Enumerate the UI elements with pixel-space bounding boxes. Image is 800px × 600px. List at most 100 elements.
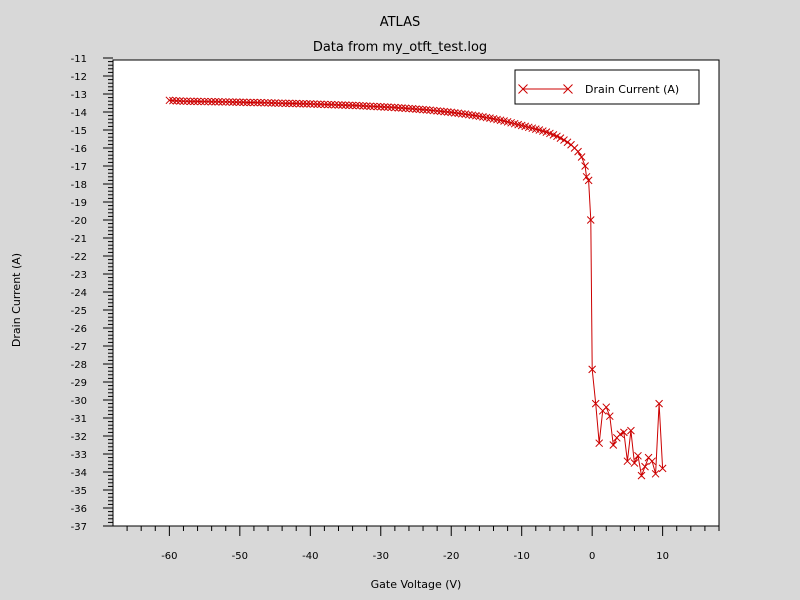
y-tick-label: -35 <box>71 486 87 497</box>
data-point <box>271 99 279 107</box>
data-point <box>292 99 301 108</box>
legend-marker <box>563 84 573 94</box>
data-point <box>274 99 283 108</box>
data-point <box>250 98 258 107</box>
data-point <box>369 102 378 111</box>
data-point <box>352 101 360 110</box>
data-point <box>331 100 339 109</box>
data-point <box>623 457 632 466</box>
data-point <box>450 109 459 117</box>
data-point <box>630 459 639 467</box>
legend-markers <box>518 84 573 94</box>
data-point <box>186 97 195 106</box>
y-tick-label: -23 <box>71 270 87 281</box>
data-point <box>391 103 399 112</box>
data-point <box>345 101 353 110</box>
y-tick-label: -15 <box>71 126 87 137</box>
data-point <box>204 97 212 106</box>
data-point <box>281 99 290 108</box>
data-point <box>426 106 434 115</box>
data-point <box>584 176 593 185</box>
y-tick-label: -14 <box>71 108 87 119</box>
y-tick-label: -34 <box>71 468 87 479</box>
y-tick-label: -22 <box>71 252 87 263</box>
data-point <box>228 98 237 106</box>
data-point <box>648 457 656 466</box>
legend-marker <box>518 84 528 94</box>
data-point <box>214 97 223 106</box>
y-tick-label: -17 <box>71 162 87 173</box>
data-point <box>225 98 234 106</box>
data-point <box>415 105 424 114</box>
x-axis-label: Gate Voltage (V) <box>371 578 462 591</box>
data-point <box>306 100 315 108</box>
y-tick-label: -12 <box>71 72 87 83</box>
data-point <box>609 441 618 449</box>
y-tick-label: -18 <box>71 180 87 191</box>
data-point <box>288 99 297 108</box>
data-point <box>176 97 184 105</box>
data-point <box>641 462 649 471</box>
y-tick-label: -33 <box>71 450 87 461</box>
data-point <box>398 104 406 112</box>
legend: Drain Current (A) <box>514 69 700 105</box>
data-point <box>243 98 251 107</box>
y-tick-label: -24 <box>71 288 87 299</box>
data-point <box>433 107 441 115</box>
data-point <box>359 102 368 110</box>
data-point <box>324 100 332 109</box>
legend-box <box>514 69 700 105</box>
data-point <box>419 105 427 114</box>
data-point <box>295 99 304 108</box>
x-tick-label: -20 <box>443 551 459 562</box>
data-point <box>239 98 248 107</box>
data-point <box>581 162 589 170</box>
data-point <box>651 469 660 478</box>
data-point <box>405 104 413 113</box>
y-tick-label: -27 <box>71 342 87 353</box>
data-point <box>556 134 565 142</box>
data-point <box>586 216 595 224</box>
data-point <box>264 98 272 107</box>
data-point <box>218 98 227 106</box>
x-tick-label: -10 <box>514 551 530 562</box>
data-point <box>387 103 396 112</box>
data-point <box>620 428 628 437</box>
y-tick-label: -29 <box>71 378 87 389</box>
data-point <box>394 104 403 112</box>
data-point <box>429 106 438 115</box>
data-point <box>582 172 591 181</box>
data-point <box>169 96 177 105</box>
y-tick-label: -37 <box>71 522 87 533</box>
data-point <box>338 101 346 109</box>
data-point <box>211 97 220 106</box>
x-tick-label: 0 <box>589 551 595 562</box>
data-point <box>563 138 572 147</box>
data-point <box>334 101 343 109</box>
plot-area <box>112 59 720 527</box>
data-point <box>172 96 181 105</box>
data-point <box>348 101 357 110</box>
data-point <box>327 100 336 109</box>
series-group <box>165 96 667 480</box>
x-tick-label: -30 <box>373 551 389 562</box>
data-point <box>193 97 202 106</box>
data-point <box>605 412 614 421</box>
data-point <box>200 97 209 106</box>
data-point <box>440 107 449 116</box>
chart-title: ATLAS <box>380 15 421 30</box>
data-point <box>253 98 262 107</box>
data-point <box>577 153 586 161</box>
data-point <box>412 105 420 113</box>
data-point <box>457 109 466 118</box>
data-point <box>637 471 646 480</box>
data-point <box>235 98 244 107</box>
y-minor-ticks <box>108 61 113 523</box>
data-point <box>588 365 597 374</box>
data-point <box>591 399 600 408</box>
y-tick-label: -36 <box>71 504 87 515</box>
data-point <box>355 101 364 110</box>
data-point <box>278 99 286 108</box>
data-point <box>179 97 188 106</box>
